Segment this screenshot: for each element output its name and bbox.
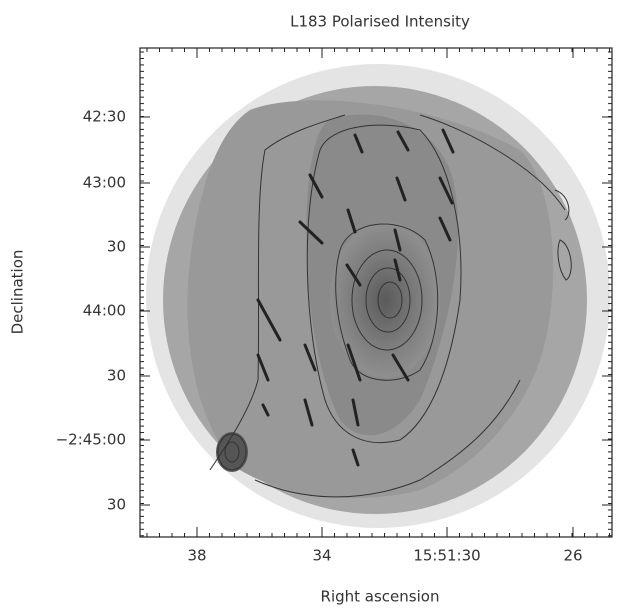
map-knot bbox=[216, 432, 248, 472]
y-tick-label: −2:45:00 bbox=[56, 431, 126, 449]
y-tick-labels: 42:30 43:00 30 44:00 30 −2:45:00 30 bbox=[56, 108, 126, 514]
x-tick-label: 26 bbox=[563, 547, 582, 565]
y-axis-label: Declination bbox=[9, 250, 27, 335]
map bbox=[146, 64, 610, 528]
x-axis-label: Right ascension bbox=[321, 588, 440, 606]
tick-marks bbox=[140, 48, 612, 537]
title: L183 Polarised Intensity bbox=[290, 13, 470, 31]
y-tick-label: 42:30 bbox=[83, 108, 126, 126]
map-core bbox=[330, 222, 440, 378]
y-tick-label: 44:00 bbox=[83, 302, 126, 320]
y-tick-label: 30 bbox=[107, 367, 126, 385]
x-tick-labels: 38 34 15:51:30 26 bbox=[187, 547, 582, 565]
y-tick-label: 30 bbox=[107, 238, 126, 256]
y-tick-label: 43:00 bbox=[83, 174, 126, 192]
plot-frame bbox=[139, 47, 613, 538]
x-tick-label: 34 bbox=[312, 547, 331, 565]
x-tick-label: 15:51:30 bbox=[413, 547, 480, 565]
polarisation-vectors bbox=[256, 128, 455, 467]
contours bbox=[209, 114, 572, 498]
y-tick-label: 30 bbox=[107, 496, 126, 514]
x-tick-label: 38 bbox=[187, 547, 206, 565]
